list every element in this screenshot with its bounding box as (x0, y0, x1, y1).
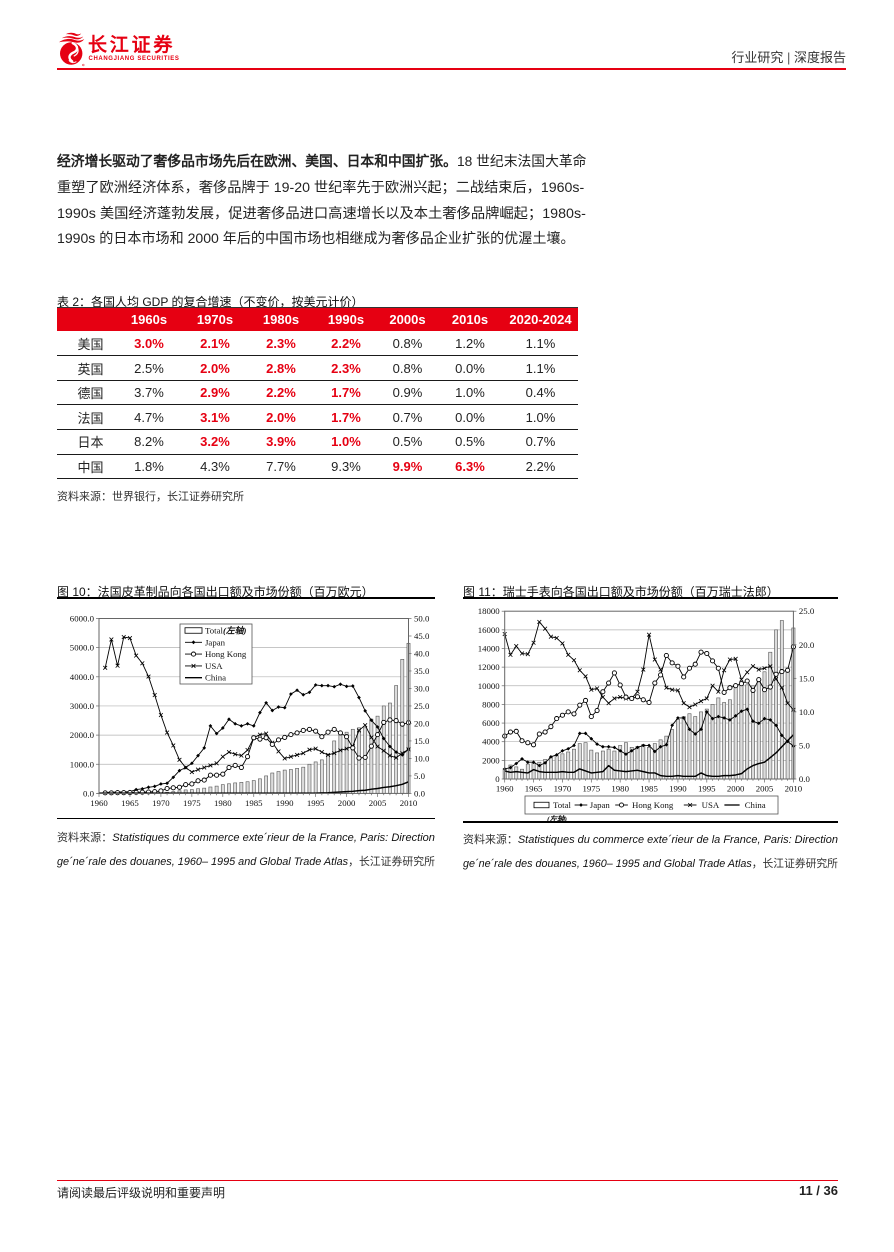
svg-text:Total(左轴): Total(左轴) (205, 626, 246, 636)
svg-text:45.0: 45.0 (414, 631, 430, 641)
svg-text:0.0: 0.0 (799, 774, 811, 784)
svg-text:40.0: 40.0 (414, 648, 430, 658)
svg-text:1985: 1985 (640, 784, 658, 794)
svg-text:1975: 1975 (183, 798, 201, 808)
svg-text:4000: 4000 (482, 737, 500, 747)
svg-text:5.0: 5.0 (799, 740, 811, 750)
svg-text:2000: 2000 (482, 755, 500, 765)
svg-text:2000.0: 2000.0 (70, 730, 95, 740)
svg-text:2000: 2000 (727, 784, 745, 794)
svg-text:China: China (745, 800, 766, 810)
svg-text:1995: 1995 (307, 798, 325, 808)
svg-text:1960: 1960 (496, 784, 514, 794)
svg-text:6000: 6000 (482, 718, 500, 728)
svg-text:2005: 2005 (369, 798, 387, 808)
svg-text:1980: 1980 (611, 784, 629, 794)
svg-text:20.0: 20.0 (799, 640, 815, 650)
svg-text:(左轴): (左轴) (547, 815, 567, 824)
svg-text:Total: Total (553, 800, 572, 810)
svg-text:Japan: Japan (205, 637, 226, 647)
svg-text:USA: USA (205, 661, 223, 671)
svg-text:15.0: 15.0 (414, 736, 430, 746)
svg-text:4000.0: 4000.0 (70, 672, 95, 682)
svg-text:35.0: 35.0 (414, 666, 430, 676)
svg-text:Japan: Japan (590, 800, 611, 810)
svg-text:USA: USA (702, 800, 720, 810)
svg-text:2000: 2000 (338, 798, 356, 808)
svg-text:1960: 1960 (90, 798, 108, 808)
svg-text:2005: 2005 (756, 784, 774, 794)
svg-text:China: China (205, 673, 226, 683)
svg-text:1970: 1970 (152, 798, 170, 808)
svg-text:2010: 2010 (400, 798, 418, 808)
svg-text:1970: 1970 (554, 784, 572, 794)
svg-text:0: 0 (495, 774, 500, 784)
svg-text:20.0: 20.0 (414, 718, 430, 728)
svg-text:5.0: 5.0 (414, 771, 426, 781)
svg-text:25.0: 25.0 (414, 701, 430, 711)
svg-text:1965: 1965 (121, 798, 139, 808)
svg-text:1990: 1990 (276, 798, 294, 808)
svg-text:1000.0: 1000.0 (70, 759, 95, 769)
svg-text:50.0: 50.0 (414, 614, 430, 624)
svg-text:10.0: 10.0 (414, 753, 430, 763)
svg-text:1985: 1985 (245, 798, 263, 808)
svg-text:0.0: 0.0 (414, 788, 426, 798)
svg-text:Hong Kong: Hong Kong (205, 649, 247, 659)
svg-text:1980: 1980 (214, 798, 232, 808)
svg-text:10000: 10000 (478, 681, 501, 691)
svg-text:14000: 14000 (478, 643, 501, 653)
svg-text:1990: 1990 (669, 784, 687, 794)
svg-text:0.0: 0.0 (83, 788, 95, 798)
svg-text:1975: 1975 (583, 784, 601, 794)
svg-text:Hong Kong: Hong Kong (632, 800, 674, 810)
svg-text:16000: 16000 (478, 625, 501, 635)
svg-text:3000.0: 3000.0 (70, 701, 95, 711)
svg-text:30.0: 30.0 (414, 683, 430, 693)
svg-text:1965: 1965 (525, 784, 543, 794)
svg-text:5000.0: 5000.0 (70, 643, 95, 653)
svg-text:10.0: 10.0 (799, 707, 815, 717)
svg-text:12000: 12000 (478, 662, 501, 672)
svg-text:6000.0: 6000.0 (70, 614, 95, 624)
svg-text:8000: 8000 (482, 699, 500, 709)
svg-text:1995: 1995 (698, 784, 716, 794)
svg-text:18000: 18000 (478, 606, 501, 616)
svg-text:2010: 2010 (785, 784, 803, 794)
svg-text:25.0: 25.0 (799, 606, 815, 616)
svg-text:15.0: 15.0 (799, 673, 815, 683)
